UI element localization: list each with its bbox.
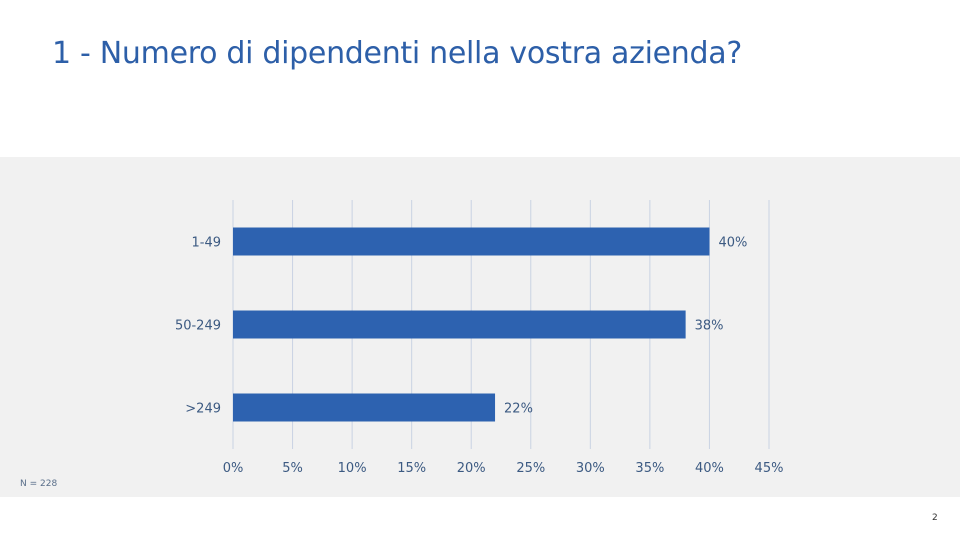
x-tick-label: 40%: [695, 461, 724, 476]
bar: [233, 393, 496, 422]
bar: [233, 310, 686, 339]
data-label: 22%: [504, 402, 533, 417]
x-tick-label: 5%: [282, 461, 303, 476]
x-tick-label: 25%: [516, 461, 545, 476]
labels: 0% 5% 10% 15% 20% 25% 30% 35% 40% 45% 1-49 40% 50-24…: [175, 236, 784, 477]
slide-title: 1 - Numero di dipendenti nella vostra az…: [52, 36, 742, 71]
bars: [233, 227, 710, 422]
x-tick-label: 0%: [223, 461, 244, 476]
x-tick-label: 15%: [397, 461, 426, 476]
x-tick-label: 30%: [576, 461, 605, 476]
data-label: 40%: [718, 236, 747, 251]
category-label: >249: [185, 402, 221, 417]
category-label: 1-49: [191, 236, 221, 251]
sample-size-note: N = 228: [20, 479, 58, 489]
data-label: 38%: [695, 319, 724, 334]
bar: [233, 227, 710, 256]
x-tick-label: 10%: [338, 461, 367, 476]
category-label: 50-249: [175, 319, 221, 334]
page-number: 2: [932, 513, 938, 523]
x-tick-label: 45%: [755, 461, 784, 476]
bar-chart: 0% 5% 10% 15% 20% 25% 30% 35% 40% 45% 1-49 40% 50-24…: [175, 200, 784, 477]
x-tick-label: 20%: [457, 461, 486, 476]
x-tick-label: 35%: [635, 461, 664, 476]
chart-panel: 0% 5% 10% 15% 20% 25% 30% 35% 40% 45% 1-49 40% 50-24…: [0, 157, 960, 497]
